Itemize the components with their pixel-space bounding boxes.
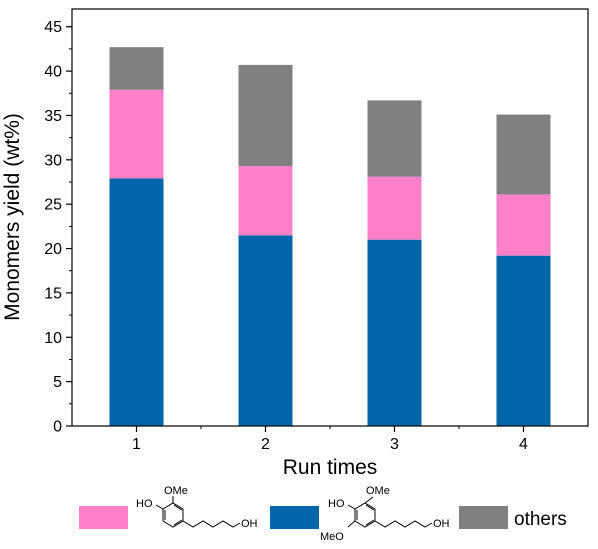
bar-run-4-series-1 [496,255,551,426]
guaiacyl-ho-label: HO [136,498,153,510]
y-tick-label: 10 [44,330,62,347]
y-tick-label: 20 [44,241,62,258]
x-tick-label: 2 [261,436,270,453]
bar-run-3-series-2 [367,176,422,240]
bar-run-2-series-3 [238,64,293,167]
syringyl-ome-label: OMe [366,485,390,497]
plot-area [109,47,551,426]
y-tick-label: 25 [44,197,62,214]
bar-run-1-series-3 [109,47,164,90]
x-tick-label: 3 [390,436,399,453]
y-tick-label: 0 [53,419,62,436]
bar-run-4-series-3 [496,114,551,195]
y-tick-label: 15 [44,285,62,302]
y-tick-label: 30 [44,152,62,169]
y-tick-label: 5 [53,374,62,391]
x-tick-label: 1 [132,436,141,453]
guaiacyl-propanol-structure [155,496,241,528]
guaiacyl-ome-label: OMe [164,485,188,497]
bar-run-4-series-2 [496,194,551,256]
syringyl-tail-oh-label: OH [433,518,450,530]
syringyl-propanol-structure [347,496,433,528]
y-axis-title: Monomers yield (wt%) [1,113,24,321]
legend-swatch-syringyl [270,506,319,529]
bar-run-3-series-1 [367,239,422,426]
bar-run-2-series-2 [238,166,293,236]
legend-swatch-guaiacyl [79,506,128,529]
bar-run-1-series-2 [109,89,164,179]
legend: HO OMe OH HO OMe MeO OH others [79,485,567,543]
syringyl-meo-label: MeO [320,531,344,543]
syringyl-ho-label: HO [328,498,345,510]
legend-label-others: others [514,509,567,530]
bar-run-3-series-3 [367,100,422,177]
y-tick-label: 35 [44,108,62,125]
y-tick-label: 45 [44,19,62,36]
bar-run-2-series-1 [238,235,293,426]
bar-run-1-series-1 [109,178,164,426]
guaiacyl-tail-oh-label: OH [241,518,258,530]
y-tick-label: 40 [44,64,62,81]
legend-swatch-others [459,506,508,529]
x-axis-title: Run times [283,456,378,479]
x-tick-label: 4 [519,436,528,453]
